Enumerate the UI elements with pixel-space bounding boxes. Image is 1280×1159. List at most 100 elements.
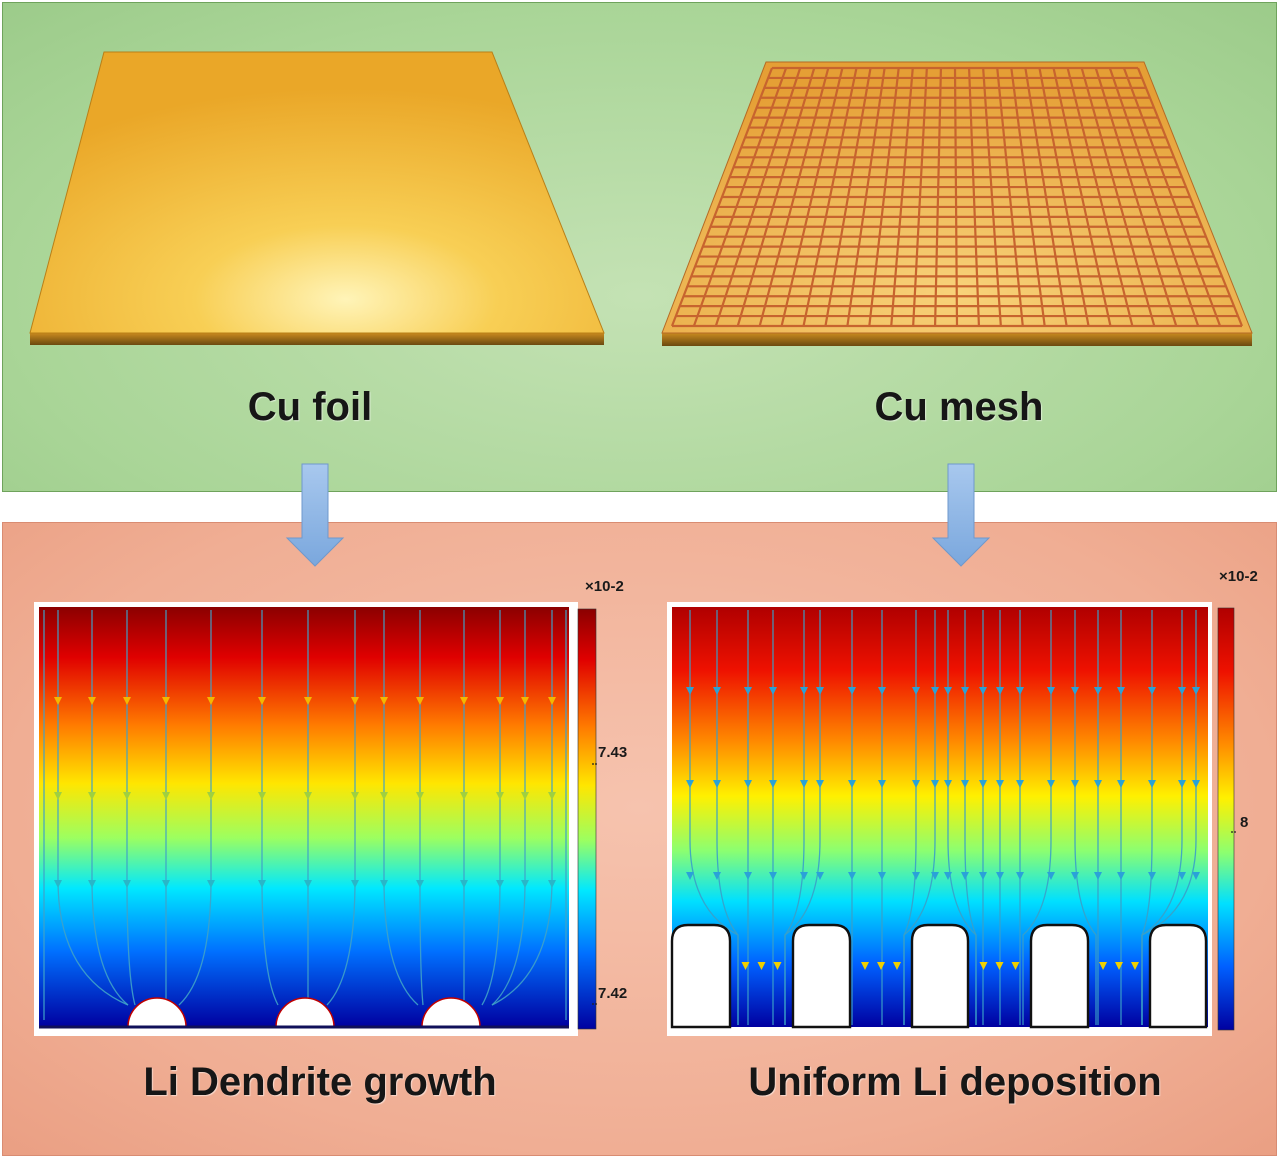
streamline-arrowhead [496, 792, 504, 800]
streamline [1141, 610, 1197, 1025]
streamline-arrowhead [548, 697, 556, 705]
streamline-arrowhead [1178, 687, 1186, 695]
mesh-pillar [1029, 923, 1090, 1029]
streamline-arrowhead [548, 880, 556, 888]
streamline-arrowhead [1047, 687, 1055, 695]
streamline-arrowhead [521, 792, 529, 800]
streamline-arrowhead [54, 792, 62, 800]
streamline-arrowhead [88, 697, 96, 705]
streamline-arrowhead [380, 880, 388, 888]
uniform-colorbar [1217, 607, 1237, 1031]
streamline-arrowhead [800, 687, 808, 695]
uniform-deposition-label: Uniform Li deposition [748, 1060, 1162, 1104]
streamline-arrowhead [460, 880, 468, 888]
streamline-arrowhead [123, 880, 131, 888]
streamline-arrowhead [1178, 780, 1186, 788]
streamline-arrowhead [686, 687, 694, 695]
streamline-arrowhead [304, 880, 312, 888]
streamline-arrowhead [931, 687, 939, 695]
streamline-arrowhead [460, 697, 468, 705]
streamline-arrowhead [769, 687, 777, 695]
streamline-arrowhead [816, 780, 824, 788]
dendrite-growth-label: Li Dendrite growth [143, 1060, 497, 1104]
streamline-arrowhead [1099, 962, 1107, 970]
mesh-pillar [910, 923, 970, 1029]
streamline-arrowhead [207, 880, 215, 888]
streamline-arrowhead [893, 962, 901, 970]
streamline-arrowhead [744, 780, 752, 788]
streamline-arrowhead [944, 872, 952, 880]
left-colorbar-tick-high: 7.43 [598, 744, 628, 761]
streamline-arrowhead [878, 872, 886, 880]
streamline-arrowhead [769, 872, 777, 880]
streamline-arrowhead [877, 962, 885, 970]
streamline-arrowhead [548, 792, 556, 800]
streamline-arrowhead [979, 687, 987, 695]
streamline-arrowhead [800, 872, 808, 880]
streamline-arrowhead [162, 792, 170, 800]
dendrite-field-plot [34, 602, 578, 1036]
streamline-arrowhead [258, 880, 266, 888]
dendrite-colorbar [577, 608, 598, 1030]
streamline [1022, 610, 1052, 1025]
streamline-arrowhead [713, 872, 721, 880]
cu-mesh-illustration [661, 61, 1253, 346]
cu-foil-illustration [29, 51, 605, 345]
streamline-arrowhead [1016, 687, 1024, 695]
streamline-arrowhead [912, 780, 920, 788]
streamline [947, 610, 977, 1025]
streamline-arrowhead [1117, 872, 1125, 880]
streamline-arrowhead [1131, 962, 1139, 970]
streamline-arrowhead [1047, 780, 1055, 788]
streamline-arrowhead [744, 872, 752, 880]
streamline-arrowhead [1117, 780, 1125, 788]
streamline-arrowhead [741, 962, 750, 970]
streamline-arrowhead [961, 687, 969, 695]
right-colorbar-exponent: ×10-2 [1219, 568, 1258, 585]
cu-foil-label: Cu foil [247, 385, 373, 429]
streamline-arrowhead [1094, 780, 1102, 788]
streamline-arrowhead [996, 872, 1004, 880]
streamline [383, 610, 419, 1006]
dendrite-streamlines [43, 610, 567, 1020]
streamline [491, 610, 526, 1006]
streamline-arrowhead [912, 872, 920, 880]
mesh-pillars [670, 923, 1208, 1029]
streamline-arrowhead [1192, 780, 1200, 788]
streamline-arrowhead [713, 780, 721, 788]
streamline-arrowhead [416, 792, 424, 800]
mesh-grid-lines [670, 66, 1244, 328]
streamline-arrowhead [1016, 872, 1024, 880]
streamline-arrowhead [416, 880, 424, 888]
streamline-arrowhead [861, 962, 869, 970]
streamline-arrowhead [1117, 687, 1125, 695]
streamline [1141, 610, 1183, 1025]
streamline-arrowhead [686, 872, 694, 880]
streamline-arrowhead [1094, 872, 1102, 880]
streamline [1074, 610, 1097, 1025]
streamline [178, 610, 212, 1006]
streamline-arrowhead [1016, 780, 1024, 788]
streamline [784, 610, 805, 1025]
streamline-arrowhead [800, 780, 808, 788]
streamline-arrowhead [961, 872, 969, 880]
streamline-arrowhead [769, 780, 777, 788]
mesh-pillar [791, 923, 852, 1029]
streamline-arrowhead [351, 792, 359, 800]
streamline-arrowhead [1011, 962, 1020, 970]
streamline-arrowhead [88, 792, 96, 800]
streamline-arrowhead [773, 962, 782, 970]
streamline-arrowhead [744, 687, 752, 695]
mesh-pillar [1148, 923, 1208, 1029]
streamline-arrowhead [944, 780, 952, 788]
left-colorbar-exponent: ×10-2 [585, 578, 624, 595]
right-colorbar-tick: 8 [1240, 814, 1249, 831]
streamline-arrowhead [1148, 687, 1156, 695]
streamline-arrowhead [878, 687, 886, 695]
streamline-arrowhead [88, 880, 96, 888]
streamline-arrowhead [304, 792, 312, 800]
streamline-arrowhead [1071, 687, 1079, 695]
streamline-arrowhead [54, 697, 62, 705]
streamline [903, 610, 936, 1025]
